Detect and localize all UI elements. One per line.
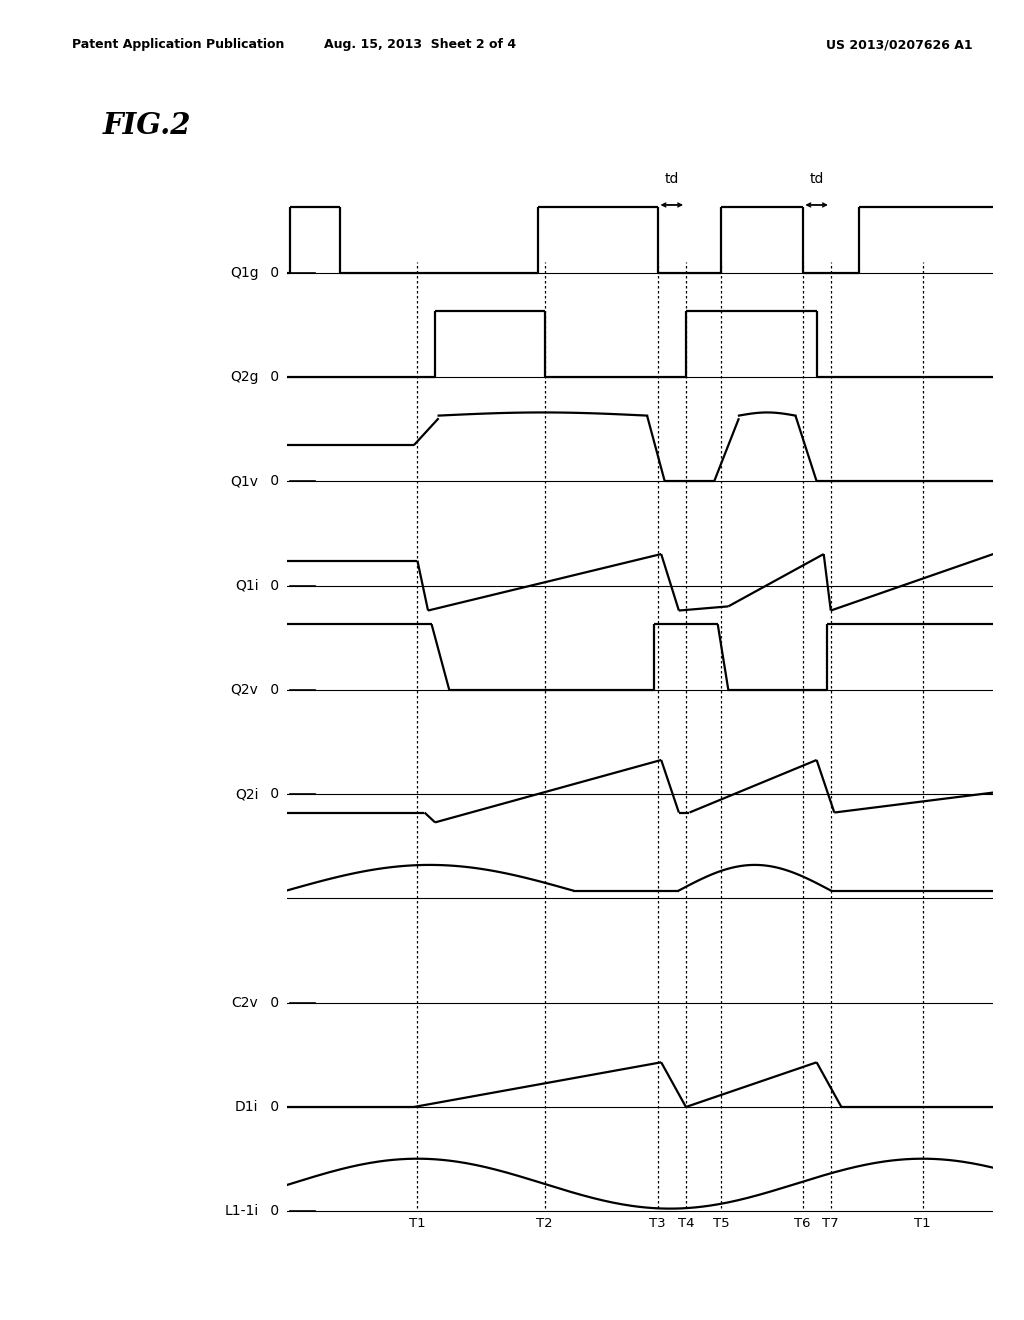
Text: 0: 0 — [265, 370, 279, 384]
Text: 0: 0 — [265, 265, 279, 280]
Text: 0: 0 — [265, 474, 279, 488]
Text: 0: 0 — [265, 1100, 279, 1114]
Text: C2v: C2v — [231, 995, 258, 1010]
Text: T3: T3 — [649, 1217, 666, 1230]
Text: 0: 0 — [265, 995, 279, 1010]
Text: FIG.2: FIG.2 — [102, 111, 190, 140]
Text: 0: 0 — [265, 1204, 279, 1218]
Text: 0: 0 — [265, 787, 279, 801]
Text: L1-1i: L1-1i — [224, 1204, 258, 1218]
Text: td: td — [665, 172, 679, 186]
Text: T6: T6 — [795, 1217, 811, 1230]
Text: Aug. 15, 2013  Sheet 2 of 4: Aug. 15, 2013 Sheet 2 of 4 — [324, 38, 516, 51]
Text: Q2g: Q2g — [230, 370, 258, 384]
Text: US 2013/0207626 A1: US 2013/0207626 A1 — [826, 38, 973, 51]
Text: Q2v: Q2v — [230, 682, 258, 697]
Text: T5: T5 — [713, 1217, 729, 1230]
Text: T7: T7 — [822, 1217, 839, 1230]
Text: 0: 0 — [265, 682, 279, 697]
Text: T2: T2 — [537, 1217, 553, 1230]
Text: T4: T4 — [678, 1217, 694, 1230]
Text: 0: 0 — [265, 578, 279, 593]
Text: td: td — [809, 172, 824, 186]
Text: Patent Application Publication: Patent Application Publication — [72, 38, 284, 51]
Text: Q1g: Q1g — [229, 265, 258, 280]
Text: Q1i: Q1i — [234, 578, 258, 593]
Text: Q1v: Q1v — [230, 474, 258, 488]
Text: T1: T1 — [410, 1217, 426, 1230]
Text: Q2i: Q2i — [234, 787, 258, 801]
Text: T1: T1 — [914, 1217, 931, 1230]
Text: D1i: D1i — [234, 1100, 258, 1114]
